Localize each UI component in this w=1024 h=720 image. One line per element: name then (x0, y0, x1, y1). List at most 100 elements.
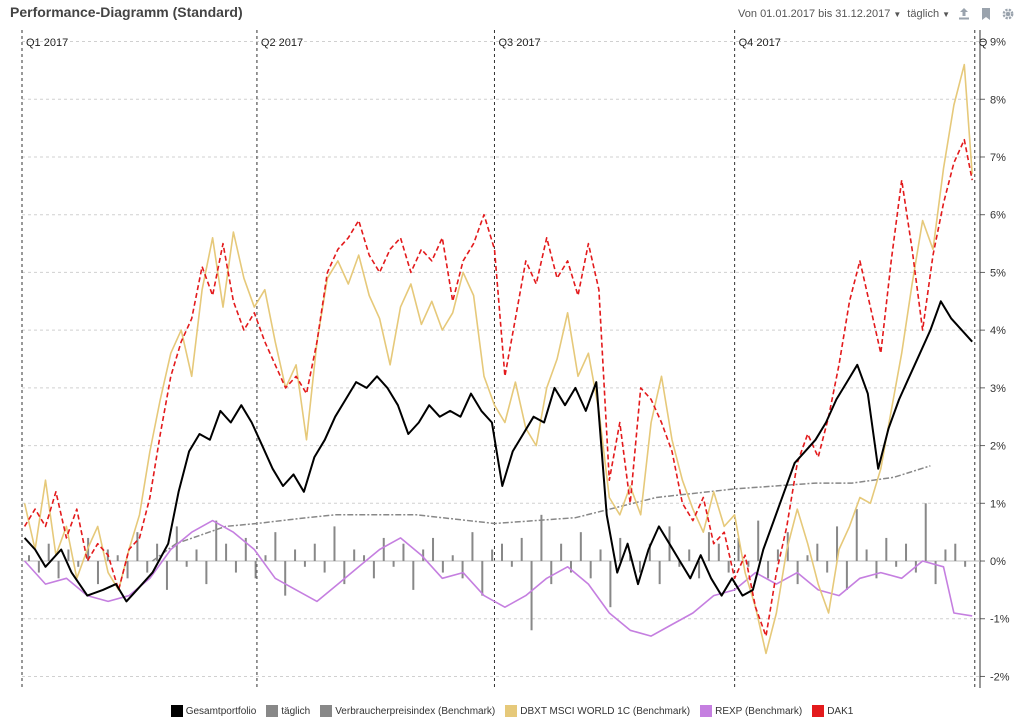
daily-bar (215, 520, 218, 562)
y-tick-label: 1% (990, 498, 1006, 510)
quarter-label: Q3 2017 (498, 37, 540, 49)
y-tick-label: 6% (990, 210, 1006, 222)
chart-legend: Gesamtportfolio täglich Verbraucherpreisin… (0, 705, 1024, 717)
daily-bar (451, 555, 454, 562)
daily-bar (589, 561, 592, 579)
legend-label: täglich (281, 705, 311, 717)
y-tick-label: 5% (990, 267, 1006, 279)
legend-item-t-glich[interactable]: täglich (266, 705, 310, 717)
daily-bar (37, 561, 40, 573)
gear-icon[interactable] (1000, 6, 1016, 22)
daily-bar (195, 549, 198, 562)
legend-swatch (320, 705, 333, 717)
daily-bar (225, 543, 228, 562)
daily-bar (510, 561, 513, 567)
y-tick-label: 8% (990, 94, 1006, 106)
daily-bar (205, 561, 208, 585)
daily-bar (264, 555, 267, 562)
quarter-label: Q1 2017 (26, 37, 68, 49)
daily-bar (353, 549, 356, 562)
chart-header: Performance-Diagramm (Standard) Von 01.0… (0, 0, 1024, 28)
daily-bar (658, 561, 661, 585)
daily-bar (905, 543, 908, 562)
daily-bar (313, 543, 316, 562)
caret-down-icon: ▼ (942, 9, 950, 19)
daily-bar (412, 561, 415, 590)
daily-bar (432, 537, 435, 562)
legend-item-dbxt-msci-world-1c-benchmark[interactable]: DBXT MSCI WORLD 1C (Benchmark) (505, 705, 690, 717)
upload-icon[interactable] (956, 6, 972, 22)
legend-item-verbraucherpreisindex-benchmark[interactable]: Verbraucherpreisindex (Benchmark) (320, 705, 495, 717)
daily-bar (569, 561, 572, 573)
daily-bar (491, 549, 494, 562)
daily-bar (944, 549, 947, 562)
daily-bar (806, 555, 809, 562)
series-line-dbxt-msci-world-1c-benchmark (23, 63, 973, 655)
date-range-label: Von 01.01.2017 bis 31.12.2017 (738, 8, 891, 20)
daily-bar (609, 561, 612, 608)
daily-bar (185, 561, 188, 567)
daily-bar (165, 561, 168, 590)
daily-bar (244, 537, 247, 562)
date-range-select[interactable]: Von 01.01.2017 bis 31.12.2017 ▼ (738, 8, 901, 20)
daily-bar (924, 503, 927, 562)
daily-bar (836, 526, 839, 562)
daily-bar (481, 561, 484, 596)
daily-bar (629, 555, 632, 562)
daily-bar (402, 543, 405, 562)
daily-bar (333, 526, 336, 562)
daily-bar (156, 543, 159, 562)
daily-bar (826, 561, 829, 573)
daily-bar (717, 543, 720, 562)
daily-bar (126, 561, 129, 579)
daily-bar (895, 561, 898, 567)
daily-bar (28, 555, 30, 562)
legend-item-gesamtportfolio[interactable]: Gesamtportfolio (170, 705, 257, 717)
legend-swatch (505, 705, 518, 717)
legend-label: DAK1 (827, 705, 854, 717)
daily-bar (619, 537, 622, 562)
daily-bar (382, 537, 385, 562)
series-line-verbraucherpreisindex-benchmark (152, 465, 931, 562)
daily-bar (599, 549, 602, 562)
daily-bar (254, 561, 257, 579)
daily-bar (520, 537, 523, 562)
daily-bar (579, 532, 582, 562)
daily-bar (865, 549, 868, 562)
daily-bar (964, 561, 967, 567)
daily-bar (294, 549, 297, 562)
daily-bar (540, 514, 543, 562)
y-tick-label: 0% (990, 556, 1006, 568)
daily-bar (116, 555, 119, 562)
legend-label: Gesamtportfolio (185, 705, 257, 717)
interval-select[interactable]: täglich ▼ (907, 8, 950, 20)
caret-down-icon: ▼ (893, 9, 902, 19)
daily-bar (422, 549, 425, 562)
daily-bar (816, 543, 819, 562)
y-tick-label: 3% (990, 383, 1006, 395)
daily-bar (372, 561, 375, 579)
daily-bar (96, 561, 99, 585)
daily-bar (678, 561, 681, 567)
daily-bar (441, 561, 444, 573)
daily-bar (136, 532, 139, 562)
bookmark-icon[interactable] (978, 6, 994, 22)
daily-bar (57, 561, 60, 579)
daily-bar (461, 561, 464, 579)
interval-label: täglich (907, 8, 940, 20)
daily-bar (727, 561, 730, 573)
daily-bar (471, 532, 474, 562)
daily-bar (648, 543, 651, 562)
legend-item-rexp-benchmark[interactable]: REXP (Benchmark) (700, 705, 802, 717)
daily-bar (550, 561, 553, 585)
daily-bar (707, 532, 710, 562)
daily-bar (698, 561, 701, 579)
daily-bar (530, 561, 533, 631)
daily-bar (934, 561, 937, 585)
page-title: Performance-Diagramm (Standard) (10, 4, 243, 20)
y-tick-label: -2% (990, 671, 1010, 683)
legend-label: REXP (Benchmark) (715, 705, 803, 717)
legend-item-dak1[interactable]: DAK1 (812, 705, 853, 717)
daily-bar (885, 537, 888, 562)
y-tick-label: -1% (990, 614, 1010, 626)
